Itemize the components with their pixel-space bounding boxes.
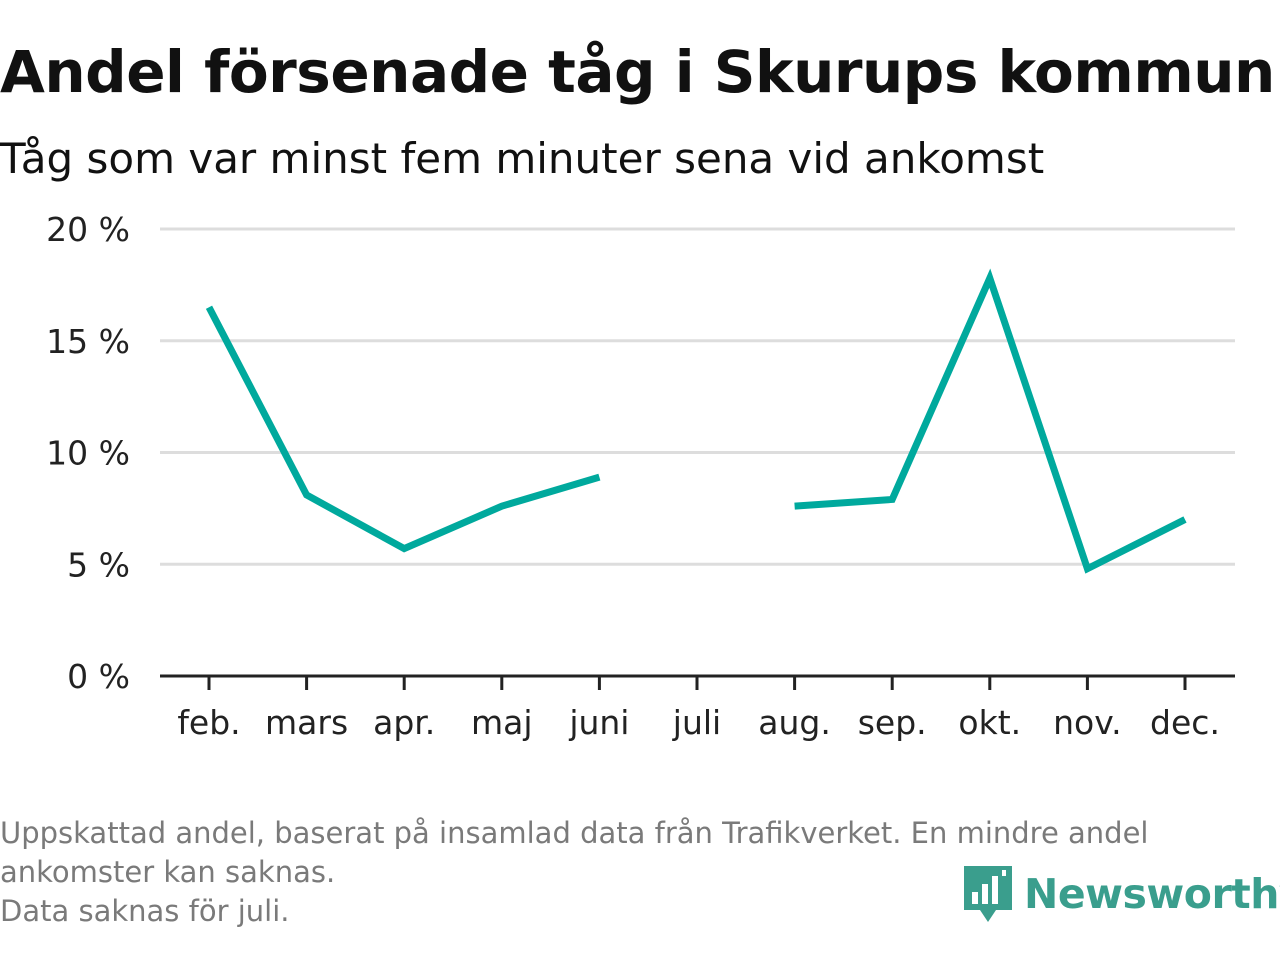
footnote-line-2: ankomster kan saknas. xyxy=(0,855,336,889)
x-axis: feb. mars apr. maj juni juli aug. sep. okt. nov. d… xyxy=(160,674,1235,742)
chart-title: Andel försenade tåg i Skurups kommun xyxy=(0,38,1275,106)
gridlines xyxy=(160,227,1235,566)
x-tick-label: nov. xyxy=(1053,703,1122,742)
newsworthy-logo: Newsworthy xyxy=(962,864,1280,924)
y-tick-label: 10 % xyxy=(46,434,130,473)
footnote-line-1: Uppskattad andel, baserat på insamlad da… xyxy=(0,816,1149,850)
y-tick-label: 15 % xyxy=(46,322,130,361)
series-line-segment xyxy=(794,268,1187,574)
y-tick-label: 0 % xyxy=(67,657,130,696)
series-lines xyxy=(205,268,1187,574)
x-tick-label: juni xyxy=(568,703,629,742)
x-tick-label: aug. xyxy=(758,703,831,742)
series-line-segment xyxy=(205,305,601,553)
x-tick-label: maj xyxy=(471,703,533,742)
x-tick-label: feb. xyxy=(177,703,240,742)
footnote-line-3: Data saknas för juli. xyxy=(0,894,290,928)
x-tick-label: okt. xyxy=(958,703,1021,742)
chart-subtitle: Tåg som var minst fem minuter sena vid a… xyxy=(0,134,1045,183)
x-tick-label: mars xyxy=(265,703,348,742)
line-chart: 0 % 5 % 10 % 15 % 20 % feb. mars apr. maj juni ju… xyxy=(46,210,1235,742)
newsworthy-logo-icon xyxy=(964,866,1012,922)
x-tick-label: apr. xyxy=(373,703,435,742)
y-tick-label: 5 % xyxy=(67,545,130,584)
footnote: Uppskattad andel, baserat på insamlad da… xyxy=(0,814,1270,931)
brand-name: Newsworthy xyxy=(1024,870,1280,918)
y-axis-ticks: 0 % 5 % 10 % 15 % 20 % xyxy=(46,210,130,696)
y-tick-label: 20 % xyxy=(46,210,130,249)
x-tick-label: juli xyxy=(672,703,721,742)
x-tick-label: sep. xyxy=(858,703,927,742)
x-tick-label: dec. xyxy=(1150,703,1220,742)
